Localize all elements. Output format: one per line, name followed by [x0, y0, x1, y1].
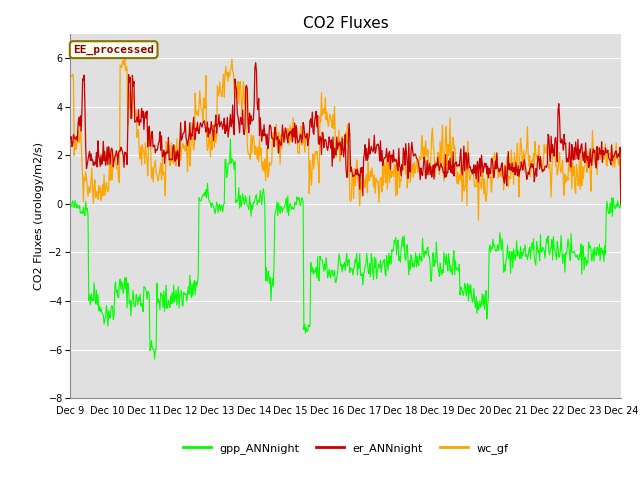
Text: EE_processed: EE_processed — [73, 45, 154, 55]
Y-axis label: CO2 Fluxes (urology/m2/s): CO2 Fluxes (urology/m2/s) — [34, 142, 44, 290]
Legend: gpp_ANNnight, er_ANNnight, wc_gf: gpp_ANNnight, er_ANNnight, wc_gf — [179, 439, 513, 458]
Title: CO2 Fluxes: CO2 Fluxes — [303, 16, 388, 31]
